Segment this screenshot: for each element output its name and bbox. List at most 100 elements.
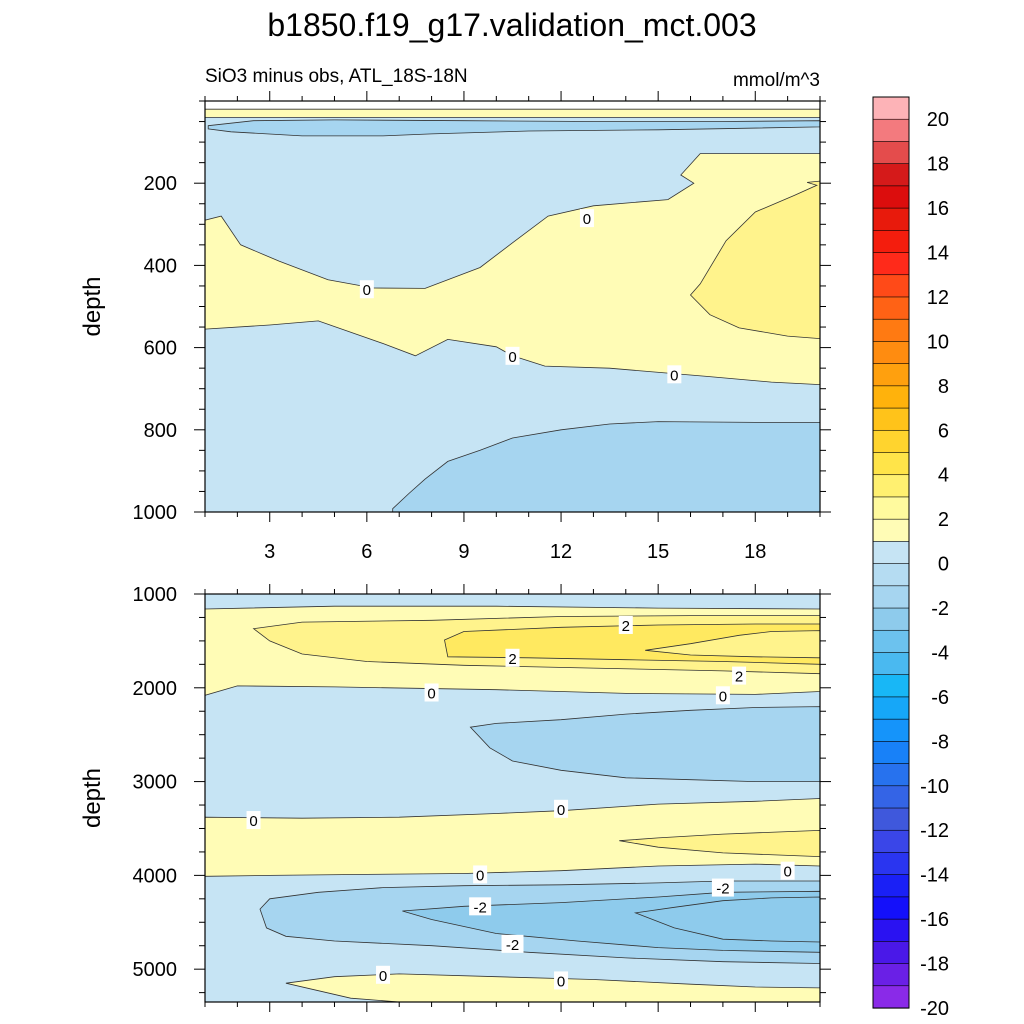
contour-region-upper-4 [392,421,820,512]
contour-label-bg [579,209,594,228]
contour-label-bg [501,934,524,953]
colorbar-box [872,474,910,498]
colorbar-label: 20 [927,109,949,131]
colorbar-label: -4 [931,642,949,664]
contour-panels: 3 6 9 12 15 182004006008001000depth0000100020… [79,91,831,1012]
colorbar-label: 6 [938,420,949,442]
contour-label: -2 [473,899,486,916]
contour-region-lower-5 [469,706,820,782]
contour-label: 0 [670,367,678,384]
colorbar-box [872,318,910,343]
colorbar-box [872,585,910,609]
y-tick-label: 5000 [133,959,178,981]
colorbar-label: 2 [938,509,949,531]
x-tick-label: 3 [264,541,275,563]
contour-label: 0 [363,282,371,299]
colorbar-frame [872,96,910,1009]
contour-label: 0 [557,802,565,819]
contour-label: 0 [476,867,484,884]
contour-region-upper-1 [205,117,820,289]
colorbar-box [872,141,910,165]
colorbar-box [872,763,910,787]
contour-label: 0 [719,688,727,705]
contour-label-bg [554,971,569,990]
contour-label: 0 [508,349,516,366]
contour-label: 0 [379,968,387,985]
colorbar-box [872,785,910,809]
contour-region-lower-6 [205,798,820,877]
x-tick-label: 15 [647,541,669,563]
colorbar-label: 18 [927,154,949,176]
colorbar-box [872,252,910,276]
colorbar-label: 10 [927,331,949,353]
x-tick-label: 18 [744,541,766,563]
y-tick-label: 1000 [133,502,178,524]
colorbar-box [872,429,910,454]
colorbar-box [872,518,910,542]
contour-label-bg [505,648,520,667]
contour-label: 0 [783,864,791,881]
contour-label-bg [715,686,730,705]
contour-label-bg [505,346,520,365]
contour-region-upper-5 [689,180,820,340]
contour-panel-upper: 3 6 9 12 15 18 200 400 600 800 1000 depth 0 0 0 0 [79,91,831,563]
colorbar-box [872,296,910,320]
x-tick-label: 6 [361,541,372,563]
colorbar-label: -18 [920,954,949,976]
contour-label-bg [711,878,734,897]
chart-title: b1850.f19_g17.validation_mct.003 [267,7,756,43]
y-axis-label: depth [79,768,106,828]
contour-label: 0 [249,813,257,830]
colorbar: 20181614121086420-2-4-6-8-10-12-14-16-18… [872,96,949,1020]
chart-subtitle: SiO3 minus obs, ATL_18S-18N [205,66,468,87]
contour-region-lower-7 [619,829,820,858]
x-tick-label: 9 [458,541,469,563]
colorbar-box [872,829,910,854]
contour-label-bg [618,615,633,634]
contour-label: -2 [716,881,729,898]
colorbar-box [872,963,910,987]
y-tick-label: 800 [144,420,177,442]
colorbar-box [872,696,910,720]
colorbar-box [872,452,910,476]
colorbar-label: 14 [927,243,949,265]
contour-label-bg [376,965,391,984]
colorbar-box [872,563,910,587]
contour-region-lower-4 [645,630,820,659]
contour-label-bg [667,365,682,384]
contour-label: 2 [735,669,743,686]
colorbar-box [872,896,910,920]
contour-label: 2 [622,618,630,635]
colorbar-box [872,274,910,298]
y-tick-label: 1000 [133,584,178,606]
colorbar-box [872,496,910,520]
colorbar-label: -6 [931,687,949,709]
colorbar-box [872,941,910,965]
colorbar-box [872,718,910,742]
contour-label: 2 [508,651,516,668]
colorbar-label: -14 [920,865,949,887]
contour-label-bg [424,683,439,702]
colorbar-label: 4 [938,465,949,487]
colorbar-box [872,407,910,431]
contour-label: 0 [583,211,591,228]
y-tick-label: 2000 [133,678,178,700]
y-tick-label: 3000 [133,772,178,794]
contour-label-bg [246,811,261,830]
colorbar-label: 16 [927,198,949,220]
colorbar-label: -16 [920,909,949,931]
colorbar-label: 8 [938,376,949,398]
colorbar-box [872,341,910,365]
colorbar-box [872,629,910,654]
colorbar-label: 0 [938,554,949,576]
colorbar-box [872,541,910,565]
colorbar-box [872,363,910,387]
colorbar-box [872,674,910,698]
colorbar-label: -2 [931,598,949,620]
contour-label-bg [554,799,569,818]
y-tick-label: 200 [144,173,177,195]
contour-label: -2 [506,937,519,954]
